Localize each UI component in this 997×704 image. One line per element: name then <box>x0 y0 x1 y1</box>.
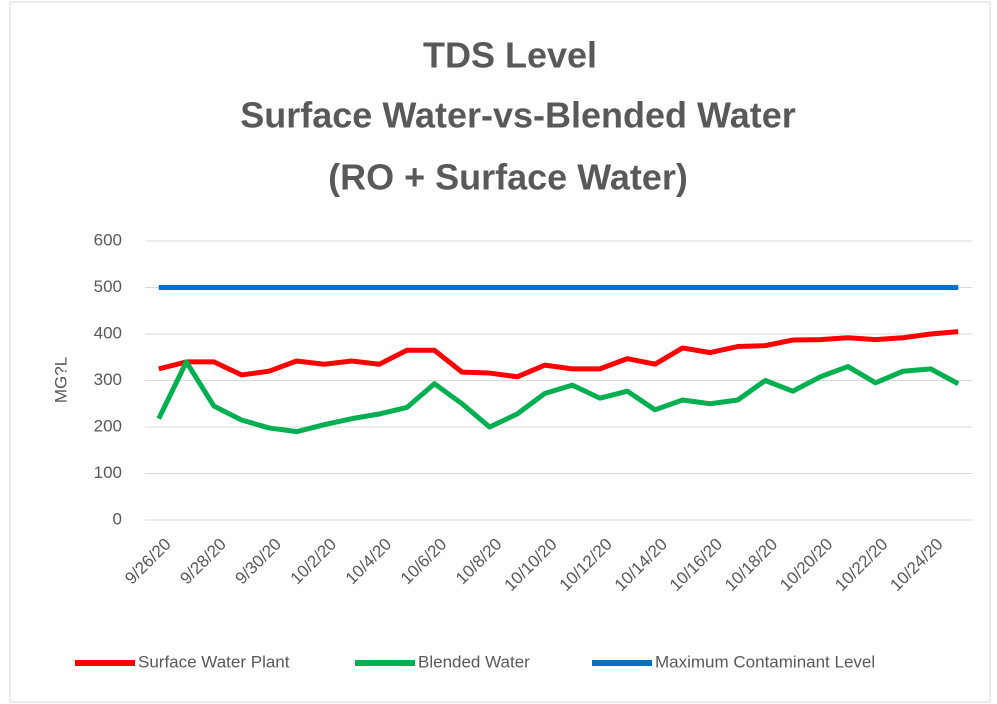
y-tick-label: 0 <box>113 509 122 528</box>
y-tick-label: 500 <box>94 277 122 296</box>
chart-border <box>9 1 991 703</box>
y-tick-label: 600 <box>94 230 122 249</box>
legend-label: Maximum Contaminant Level <box>655 652 875 671</box>
chart-title: (RO + Surface Water) <box>328 157 688 198</box>
data-line <box>158 329 959 380</box>
data-line <box>156 359 960 435</box>
y-tick-label: 100 <box>94 463 122 482</box>
y-tick-label: 300 <box>94 370 122 389</box>
legend-label: Surface Water Plant <box>138 652 290 671</box>
y-tick-label: 400 <box>94 323 122 342</box>
y-axis-label: MG?L <box>51 357 70 403</box>
legend-label: Blended Water <box>418 652 530 671</box>
chart-title: Surface Water-vs-Blended Water <box>240 95 795 136</box>
chart-title: TDS Level <box>423 35 597 76</box>
y-tick-label: 200 <box>94 416 122 435</box>
